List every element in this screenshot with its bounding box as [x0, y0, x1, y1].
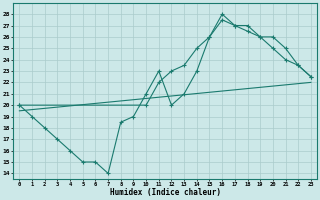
X-axis label: Humidex (Indice chaleur): Humidex (Indice chaleur)	[110, 188, 220, 197]
